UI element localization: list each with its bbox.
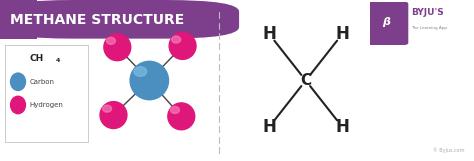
Bar	[0, 0, 37, 39]
Ellipse shape	[102, 105, 111, 112]
Text: The Learning App: The Learning App	[411, 26, 447, 29]
Text: H: H	[335, 25, 349, 43]
Ellipse shape	[134, 67, 147, 76]
Ellipse shape	[169, 33, 196, 59]
Text: Hydrogen: Hydrogen	[29, 102, 64, 108]
Text: β: β	[383, 18, 391, 28]
FancyBboxPatch shape	[365, 2, 408, 45]
Text: CH: CH	[29, 54, 44, 63]
Ellipse shape	[130, 61, 169, 100]
Ellipse shape	[104, 34, 131, 61]
FancyBboxPatch shape	[0, 0, 239, 39]
Ellipse shape	[172, 36, 181, 43]
Text: BYJU'S: BYJU'S	[411, 8, 444, 17]
Ellipse shape	[171, 106, 179, 114]
Text: C: C	[300, 73, 311, 88]
Text: H: H	[262, 118, 276, 136]
Ellipse shape	[168, 103, 195, 130]
Circle shape	[10, 73, 26, 90]
Text: METHANE STRUCTURE: METHANE STRUCTURE	[10, 13, 184, 27]
Ellipse shape	[100, 102, 127, 128]
Text: © Byjus.com: © Byjus.com	[433, 148, 465, 153]
Circle shape	[10, 96, 26, 114]
Ellipse shape	[107, 37, 115, 44]
Text: H: H	[262, 25, 276, 43]
Text: 4: 4	[56, 58, 61, 63]
Text: Carbon: Carbon	[29, 79, 55, 85]
Text: H: H	[335, 118, 349, 136]
